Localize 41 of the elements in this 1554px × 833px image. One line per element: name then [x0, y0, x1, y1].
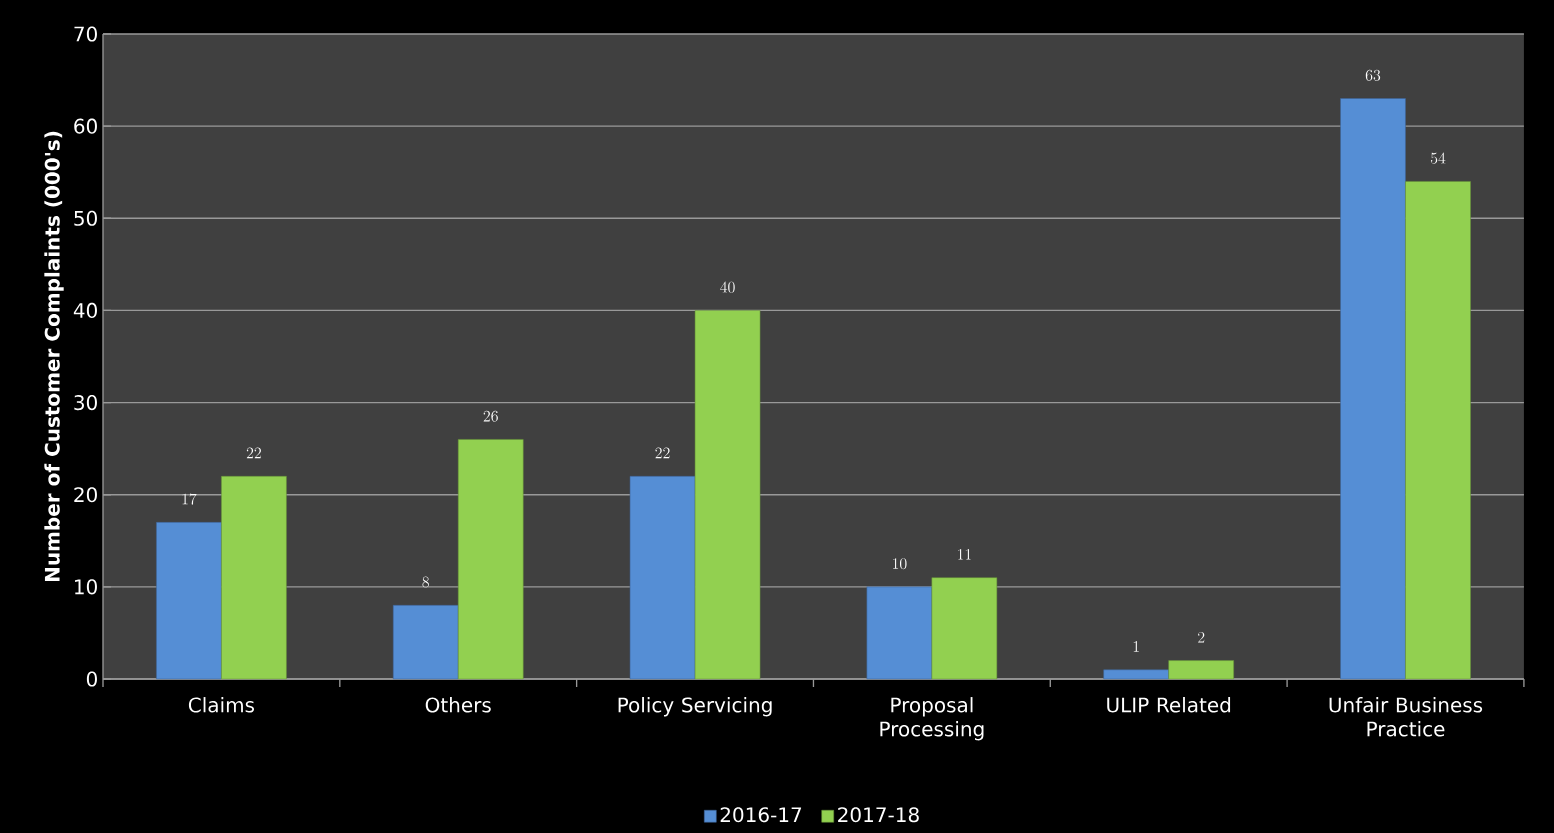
y-tick-label: 40 [73, 302, 97, 318]
data-label: 63 [1365, 69, 1381, 81]
x-tick-label: ULIP Related [1107, 697, 1231, 713]
bar [1103, 669, 1169, 680]
data-label: 54 [1430, 152, 1446, 164]
y-tick-label: 10 [75, 579, 97, 595]
data-label: 22 [655, 447, 670, 459]
y-tick-label: 0 [86, 671, 97, 687]
y-tick-label: 60 [74, 118, 97, 134]
bar [694, 310, 761, 680]
x-tick-label: Others [425, 697, 491, 713]
x-tick-label: Proposal Processing [880, 697, 984, 741]
data-label: 1 [1133, 641, 1139, 652]
x-tick-label: Policy Servicing [618, 697, 772, 717]
bar [629, 476, 696, 680]
bar [457, 439, 524, 680]
x-tick-label: Claims [188, 697, 255, 713]
y-tick-label: 20 [74, 487, 97, 503]
bar [221, 476, 287, 680]
bar [156, 522, 222, 680]
bar [866, 586, 933, 680]
data-label: 22 [246, 447, 261, 459]
data-label: 26 [483, 410, 498, 422]
legend-label: 2017-18 [838, 807, 919, 823]
data-label: 8 [422, 576, 429, 588]
data-label: 11 [958, 548, 971, 560]
x-tick-label: Unfair Business Practice [1329, 697, 1483, 737]
data-label: 2 [1198, 631, 1205, 643]
bar [1340, 98, 1406, 680]
data-label: 10 [892, 558, 907, 570]
data-label: 40 [720, 281, 735, 293]
bar [392, 605, 459, 680]
bar [1168, 660, 1234, 680]
bar [931, 577, 998, 680]
legend-label: 2016-17 [720, 807, 802, 823]
y-axis-title: Number of Customer Complaints (000's) [44, 131, 64, 582]
bar [1405, 181, 1471, 680]
y-tick-label: 50 [74, 210, 97, 226]
data-label: 17 [182, 493, 197, 505]
y-tick-label: 70 [74, 26, 97, 42]
y-tick-label: 30 [74, 395, 97, 411]
